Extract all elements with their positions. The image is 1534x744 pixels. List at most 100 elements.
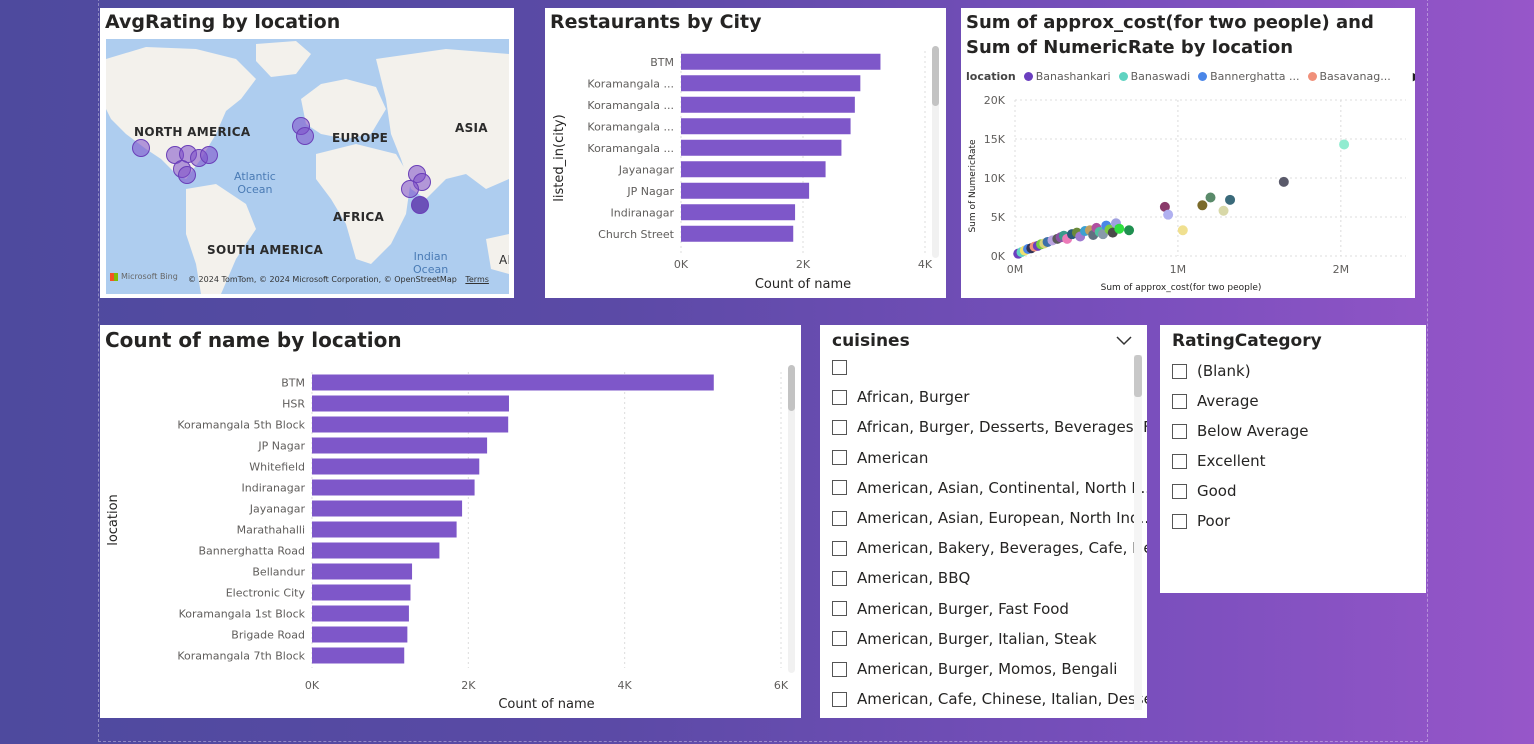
- scatter-point[interactable]: [1197, 200, 1208, 211]
- checkbox[interactable]: [832, 359, 847, 375]
- city-chart-scroll-thumb[interactable]: [932, 46, 939, 106]
- location-bubble[interactable]: [296, 127, 314, 145]
- checkbox[interactable]: [1172, 513, 1187, 529]
- x-tick-label: 2K: [461, 679, 476, 692]
- slicer-item[interactable]: American: [832, 447, 928, 469]
- slicer-item[interactable]: American, BBQ: [832, 567, 970, 589]
- bar[interactable]: [681, 225, 794, 242]
- slicer-item[interactable]: Average: [1172, 390, 1259, 412]
- checkbox[interactable]: [832, 419, 847, 435]
- checkbox[interactable]: [1172, 453, 1187, 469]
- scatter-point[interactable]: [1339, 139, 1350, 150]
- legend-item[interactable]: Banashankari: [1023, 70, 1111, 83]
- location-bar-chart[interactable]: 0K 2K 4K 6K BTM HSR Koramangala 5th Block JP Na…: [100, 325, 801, 718]
- location-bubble[interactable]: [401, 180, 419, 198]
- map-visual[interactable]: AvgRating by location NORTH AMERICA EURO…: [100, 8, 514, 298]
- bar[interactable]: [312, 374, 714, 391]
- checkbox[interactable]: [1172, 363, 1187, 379]
- slicer-item[interactable]: Below Average: [1172, 420, 1309, 442]
- bar[interactable]: [312, 395, 509, 412]
- location-bubble[interactable]: [200, 146, 218, 164]
- chevron-down-icon[interactable]: [1116, 333, 1132, 347]
- slicer-item[interactable]: African, Burger: [832, 386, 969, 408]
- bar[interactable]: [312, 458, 480, 475]
- checkbox[interactable]: [832, 450, 847, 466]
- slicer-item[interactable]: (Blank): [1172, 360, 1251, 382]
- terms-link[interactable]: Terms: [465, 275, 489, 284]
- checkbox[interactable]: [832, 389, 847, 405]
- checkbox[interactable]: [832, 631, 847, 647]
- cuisines-slicer[interactable]: cuisines African, Burger African, Burger,…: [820, 325, 1147, 718]
- checkbox[interactable]: [832, 480, 847, 496]
- cuisines-scrollbar[interactable]: [1134, 355, 1142, 710]
- slicer-item[interactable]: American, Burger, Italian, Steak: [832, 628, 1097, 650]
- slicer-item[interactable]: American, Asian, Continental, North I...: [832, 477, 1147, 499]
- legend-item[interactable]: Basavanag...: [1307, 70, 1391, 83]
- map-canvas[interactable]: NORTH AMERICA EUROPE ASIA AFRICA SOUTH A…: [106, 39, 509, 294]
- city-chart-scrollbar[interactable]: [932, 46, 939, 258]
- location-chart-scrollbar[interactable]: [788, 365, 795, 673]
- bar[interactable]: [681, 118, 851, 135]
- location-chart-scroll-thumb[interactable]: [788, 365, 795, 411]
- bar[interactable]: [681, 53, 881, 70]
- city-bar-chart-visual[interactable]: Restaurants by City 0K 2K 4K BTM Koramangala…: [545, 8, 946, 298]
- slicer-item[interactable]: Excellent: [1172, 450, 1266, 472]
- bar[interactable]: [681, 161, 826, 178]
- bar[interactable]: [312, 521, 457, 538]
- bar[interactable]: [312, 542, 440, 559]
- bar[interactable]: [681, 96, 855, 113]
- checkbox[interactable]: [1172, 393, 1187, 409]
- scatter-point[interactable]: [1124, 225, 1135, 236]
- rating-category-slicer[interactable]: RatingCategory (Blank) Average Below Avera…: [1160, 325, 1426, 593]
- scatter-point[interactable]: [1278, 176, 1289, 187]
- checkbox[interactable]: [832, 661, 847, 677]
- scatter-point[interactable]: [1159, 201, 1170, 212]
- bar[interactable]: [681, 182, 810, 199]
- scatter-chart-visual[interactable]: Sum of approx_cost(for two people) and S…: [961, 8, 1415, 298]
- checkbox[interactable]: [1172, 423, 1187, 439]
- bar[interactable]: [681, 204, 796, 221]
- slicer-item[interactable]: African, Burger, Desserts, Beverages, F.…: [832, 416, 1147, 438]
- cuisines-scroll-thumb[interactable]: [1134, 355, 1142, 397]
- city-bar-chart[interactable]: 0K 2K 4K BTM Koramangala ... Koramangala ... K…: [545, 8, 946, 298]
- slicer-item[interactable]: [832, 356, 857, 378]
- checkbox[interactable]: [832, 691, 847, 707]
- checkbox[interactable]: [832, 570, 847, 586]
- bar[interactable]: [312, 500, 463, 517]
- scatter-point[interactable]: [1163, 209, 1174, 220]
- scatter-point[interactable]: [1225, 194, 1236, 205]
- location-bar-chart-visual[interactable]: Count of name by location 0K 2K 4K 6K BTM HSR…: [100, 325, 801, 718]
- bar[interactable]: [312, 626, 408, 643]
- slicer-item[interactable]: American, Burger, Momos, Bengali: [832, 658, 1117, 680]
- scatter-chart[interactable]: 0K 5K 10K 15K 20K 0M 1M 2M Sum of approx_cost(fo…: [961, 8, 1415, 298]
- scatter-point[interactable]: [1177, 225, 1188, 236]
- legend-next-arrow-icon[interactable]: ▶: [1413, 70, 1415, 83]
- checkbox[interactable]: [832, 601, 847, 617]
- bar[interactable]: [312, 437, 488, 454]
- bar[interactable]: [681, 139, 842, 156]
- bar[interactable]: [681, 75, 861, 92]
- bar[interactable]: [312, 479, 475, 496]
- scatter-point[interactable]: [1114, 223, 1125, 234]
- checkbox[interactable]: [1172, 483, 1187, 499]
- bar[interactable]: [312, 563, 413, 580]
- legend-item[interactable]: Banaswadi: [1118, 70, 1190, 83]
- slicer-item[interactable]: American, Asian, European, North Ind...: [832, 507, 1147, 529]
- slicer-item[interactable]: Poor: [1172, 510, 1230, 532]
- checkbox[interactable]: [832, 540, 847, 556]
- location-bubble[interactable]: [132, 139, 150, 157]
- checkbox[interactable]: [832, 510, 847, 526]
- scatter-point[interactable]: [1205, 192, 1216, 203]
- location-bubble[interactable]: [178, 166, 196, 184]
- bar[interactable]: [312, 605, 409, 622]
- slicer-item[interactable]: American, Cafe, Chinese, Italian, Desse.…: [832, 688, 1147, 710]
- bar[interactable]: [312, 416, 509, 433]
- legend-item[interactable]: Bannerghatta ...: [1198, 70, 1300, 83]
- slicer-item[interactable]: Good: [1172, 480, 1237, 502]
- slicer-item[interactable]: American, Bakery, Beverages, Cafe, He...: [832, 537, 1147, 559]
- location-bubble[interactable]: [411, 196, 429, 214]
- bar[interactable]: [312, 647, 405, 664]
- scatter-point[interactable]: [1218, 205, 1229, 216]
- slicer-item[interactable]: American, Burger, Fast Food: [832, 598, 1069, 620]
- bar[interactable]: [312, 584, 411, 601]
